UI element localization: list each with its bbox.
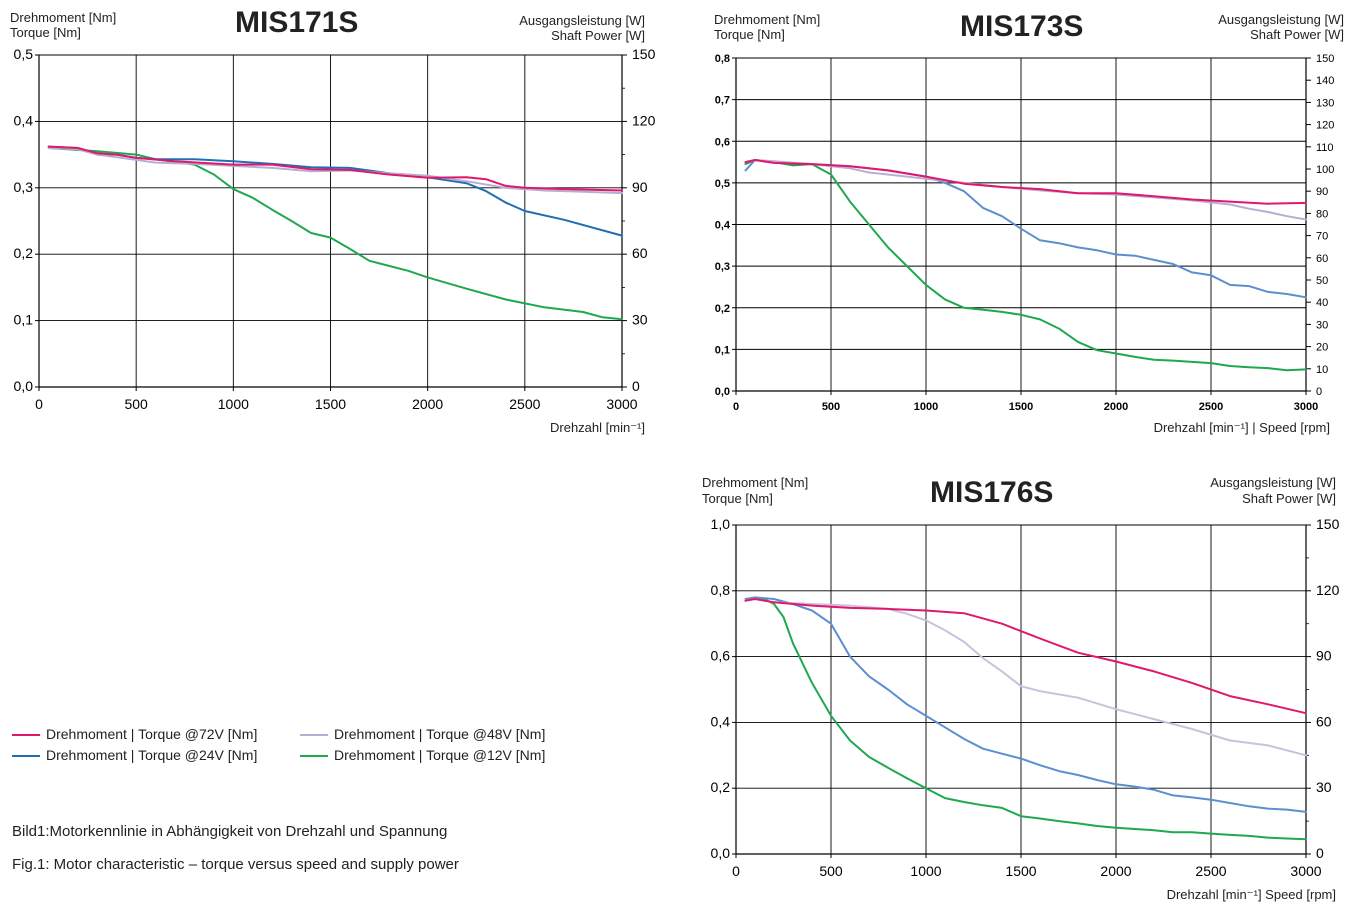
y2-tick-label: 90 xyxy=(1316,186,1328,198)
legend-label: Drehmoment | Torque @72V [Nm] xyxy=(46,726,257,742)
y2-tick-label: 120 xyxy=(632,112,656,128)
y-tick-label: 0,2 xyxy=(715,303,730,315)
y2-tick-label: 0 xyxy=(1316,386,1322,398)
y-tick-label: 0,3 xyxy=(715,261,730,273)
legend-label: Drehmoment | Torque @12V [Nm] xyxy=(334,747,545,763)
chart-mis176s: Drehmoment [Nm] Torque [Nm] MIS176S Ausg… xyxy=(694,470,1354,907)
legend-item-24v: Drehmoment | Torque @24V [Nm] xyxy=(12,747,257,763)
chart-mis173s: Drehmoment [Nm] Torque [Nm] MIS173S Ausg… xyxy=(694,0,1354,440)
y2-tick-label: 60 xyxy=(632,245,648,261)
y-tick-label: 0,5 xyxy=(14,46,34,62)
y2-tick-label: 90 xyxy=(1316,648,1332,664)
y-tick-label: 0,7 xyxy=(715,95,730,107)
y-tick-label: 0,3 xyxy=(14,179,34,195)
y-tick-label: 0,0 xyxy=(711,845,731,861)
y2-tick-label: 60 xyxy=(1316,713,1332,729)
x-tick-label: 2000 xyxy=(412,396,443,412)
y-tick-label: 0,1 xyxy=(715,344,730,356)
x-tick-label: 2500 xyxy=(1199,401,1223,413)
y-tick-label: 0,4 xyxy=(14,112,34,128)
legend-item-48v: Drehmoment | Torque @48V [Nm] xyxy=(300,726,545,742)
x-tick-label: 3000 xyxy=(1294,401,1318,413)
x-tick-label: 1000 xyxy=(910,863,941,879)
caption-de: Bild1:Motorkennlinie in Abhängigkeit von… xyxy=(12,823,447,840)
y2-tick-label: 70 xyxy=(1316,231,1328,243)
y2-tick-label: 10 xyxy=(1316,364,1328,376)
y2-tick-label: 0 xyxy=(632,378,640,394)
y2-tick-label: 150 xyxy=(1316,53,1334,65)
plot-area: 0,00,10,20,30,40,50,60,70,80 500 1000 1500 2… xyxy=(694,0,1354,440)
y-tick-label: 0,4 xyxy=(711,713,731,729)
y-tick-label: 0,2 xyxy=(711,779,731,795)
caption-en: Fig.1: Motor characteristic – torque ver… xyxy=(12,856,459,873)
legend-swatch xyxy=(12,755,40,757)
y2-tick-label: 30 xyxy=(1316,319,1328,331)
y2-tick-label: 90 xyxy=(632,179,648,195)
y-tick-label: 0,4 xyxy=(715,220,731,232)
y2-tick-label: 80 xyxy=(1316,208,1328,220)
x-tick-label: 2500 xyxy=(509,396,540,412)
y-tick-label: 0,8 xyxy=(715,53,730,65)
plot-area: 0,00,20,40,60,81,00 500 1000 1500 2000 2500 30… xyxy=(694,470,1354,907)
legend-item-72v: Drehmoment | Torque @72V [Nm] xyxy=(12,726,257,742)
x-tick-label: 3000 xyxy=(606,396,637,412)
y-tick-label: 0,6 xyxy=(711,648,731,664)
x-tick-label: 500 xyxy=(124,396,148,412)
legend-item-12v: Drehmoment | Torque @12V [Nm] xyxy=(300,747,545,763)
y2-tick-label: 0 xyxy=(1316,845,1324,861)
y2-tick-label: 150 xyxy=(632,46,656,62)
x-tick-label: 2500 xyxy=(1195,863,1226,879)
y2-tick-label: 30 xyxy=(632,312,648,328)
series-line xyxy=(49,148,622,319)
x-tick-label: 500 xyxy=(819,863,843,879)
y-tick-label: 0,0 xyxy=(14,378,34,394)
y2-tick-label: 50 xyxy=(1316,275,1328,287)
x-tick-label: 0 xyxy=(733,401,739,413)
series-line xyxy=(746,599,1307,713)
y2-tick-label: 120 xyxy=(1316,582,1340,598)
plot-area: 0,00,10,20,30,40,50 500 1000 1500 2000 2500 30… xyxy=(0,0,660,440)
x-tick-label: 1500 xyxy=(1009,401,1033,413)
y2-tick-label: 130 xyxy=(1316,97,1334,109)
y2-tick-label: 20 xyxy=(1316,342,1328,354)
x-tick-label: 1500 xyxy=(1005,863,1036,879)
y-tick-label: 0,2 xyxy=(14,245,34,261)
y2-tick-label: 110 xyxy=(1316,142,1334,154)
y-tick-label: 0,8 xyxy=(711,582,731,598)
x-tick-label: 1500 xyxy=(315,396,346,412)
x-tick-label: 500 xyxy=(822,401,840,413)
y-tick-label: 0,1 xyxy=(14,312,34,328)
legend-label: Drehmoment | Torque @48V [Nm] xyxy=(334,726,545,742)
x-tick-label: 2000 xyxy=(1104,401,1128,413)
y2-tick-label: 140 xyxy=(1316,75,1334,87)
x-tick-label: 3000 xyxy=(1290,863,1321,879)
y2-tick-label: 30 xyxy=(1316,779,1332,795)
y-tick-label: 0,0 xyxy=(715,386,730,398)
y2-tick-label: 60 xyxy=(1316,253,1328,265)
x-tick-label: 2000 xyxy=(1100,863,1131,879)
x-tick-label: 1000 xyxy=(914,401,938,413)
y2-tick-label: 40 xyxy=(1316,297,1328,309)
series-line xyxy=(746,597,1307,812)
y-tick-label: 1,0 xyxy=(711,516,731,532)
series-line xyxy=(746,160,1307,370)
legend-swatch xyxy=(300,755,328,757)
y2-tick-label: 120 xyxy=(1316,120,1334,132)
legend-label: Drehmoment | Torque @24V [Nm] xyxy=(46,747,257,763)
series-line xyxy=(746,160,1307,297)
y2-tick-label: 150 xyxy=(1316,516,1340,532)
chart-mis171s: Drehmoment [Nm] Torque [Nm] MIS171S Ausg… xyxy=(0,0,660,440)
y2-tick-label: 100 xyxy=(1316,164,1334,176)
x-tick-label: 0 xyxy=(732,863,740,879)
y-tick-label: 0,5 xyxy=(715,178,730,190)
series-line xyxy=(746,160,1307,220)
legend-swatch xyxy=(12,734,40,736)
x-tick-label: 1000 xyxy=(218,396,249,412)
legend-swatch xyxy=(300,734,328,736)
x-tick-label: 0 xyxy=(35,396,43,412)
y-tick-label: 0,6 xyxy=(715,136,730,148)
